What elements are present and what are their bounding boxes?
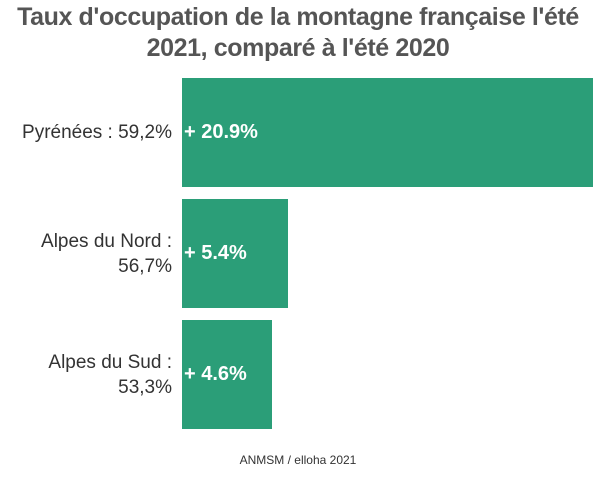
- category-label: Alpes du Nord : 56,7%: [41, 230, 172, 277]
- category-label: Alpes du Sud : 53,3%: [48, 351, 172, 398]
- bar: [182, 320, 273, 429]
- bar: [182, 78, 593, 187]
- chart-title: Taux d'occupation de la montagne françai…: [17, 3, 579, 62]
- category-label: Pyrénées : 59,2%: [22, 122, 172, 143]
- bar: [182, 199, 289, 308]
- value-label: + 5.4%: [184, 242, 247, 264]
- value-label: + 20.9%: [184, 121, 258, 143]
- source: ANMSM / elloha 2021: [239, 453, 357, 467]
- value-label: + 4.6%: [184, 363, 247, 385]
